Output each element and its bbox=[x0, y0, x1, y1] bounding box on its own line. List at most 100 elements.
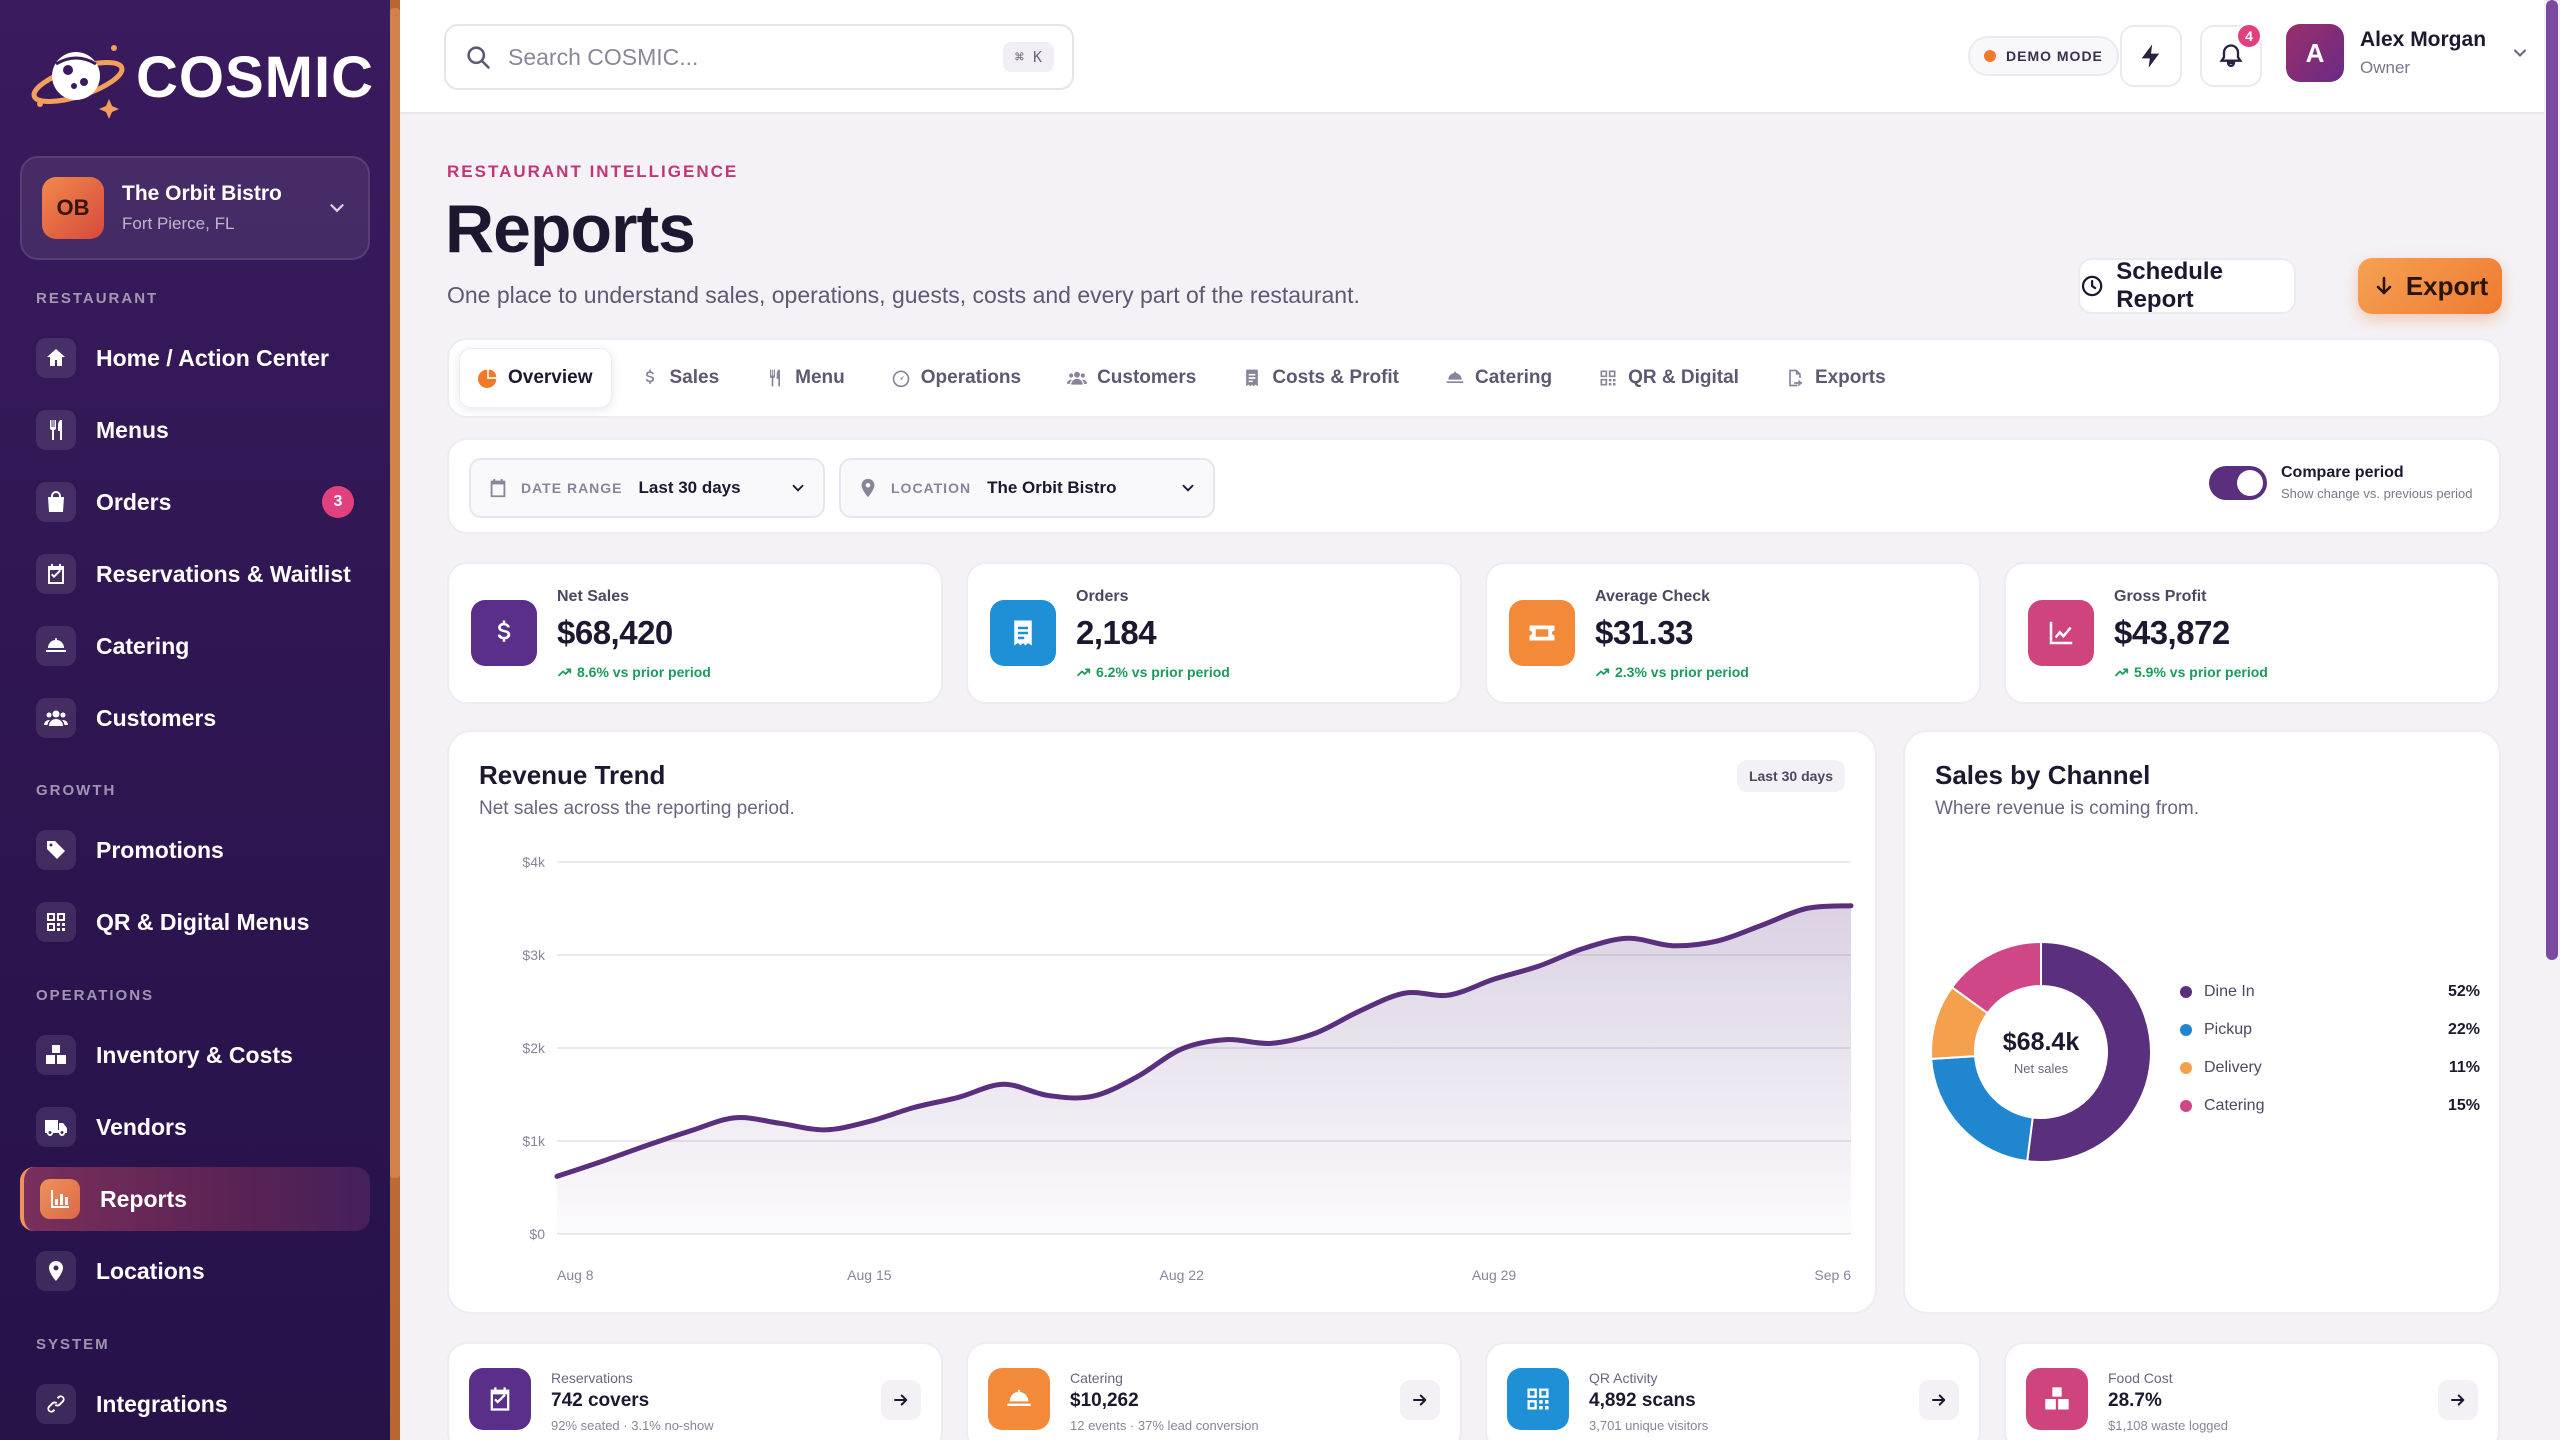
revenue-chart[interactable]: $0 $1k $2k $3k $4k Aug 8 Aug 15 Aug 22 Aug 29 Sep… bbox=[449, 732, 1879, 1316]
export-button[interactable]: Export bbox=[2358, 258, 2502, 314]
notifications-button[interactable]: 4 bbox=[2200, 23, 2262, 87]
revenue-point[interactable] bbox=[729, 1112, 741, 1124]
revenue-point[interactable] bbox=[640, 1140, 652, 1152]
search-box[interactable]: ⌘ K bbox=[444, 24, 1074, 90]
search-input[interactable] bbox=[508, 43, 1003, 71]
sidebar-item-catering[interactable]: Catering bbox=[20, 614, 370, 678]
summary-card-food-cost[interactable]: Food Cost 28.7% $1,108 waste logged bbox=[2004, 1342, 2500, 1440]
venue-location: Fort Pierce, FL bbox=[122, 214, 235, 233]
revenue-point[interactable] bbox=[1086, 1090, 1098, 1102]
legend-item[interactable]: Delivery 11% bbox=[2180, 1059, 2480, 1077]
revenue-point[interactable] bbox=[1131, 1071, 1143, 1083]
cloche-icon bbox=[988, 1368, 1050, 1430]
tab-qr-digital[interactable]: QR & Digital bbox=[1580, 348, 1757, 408]
tab-customers[interactable]: Customers bbox=[1049, 348, 1214, 408]
tab-menu[interactable]: Menu bbox=[747, 348, 863, 408]
revenue-point[interactable] bbox=[685, 1125, 697, 1137]
legend-item[interactable]: Dine In 52% bbox=[2180, 983, 2480, 1001]
sidebar-item-menus[interactable]: Menus bbox=[20, 398, 370, 462]
tab-sales[interactable]: Sales bbox=[622, 348, 738, 408]
tab-costs-profit[interactable]: Costs & Profit bbox=[1224, 348, 1417, 408]
brand-logo[interactable]: COSMIC bbox=[26, 34, 374, 120]
summary-label: Reservations bbox=[551, 1370, 633, 1386]
revenue-point[interactable] bbox=[1488, 973, 1500, 985]
revenue-point[interactable] bbox=[997, 1078, 1009, 1090]
kpi-card-average-check[interactable]: Average Check $31.33 2.3% vs prior perio… bbox=[1485, 562, 1981, 704]
revenue-point[interactable] bbox=[551, 1170, 563, 1182]
revenue-point[interactable] bbox=[1756, 919, 1768, 931]
open-button[interactable] bbox=[1919, 1380, 1959, 1420]
kpi-card-net-sales[interactable]: Net Sales $68,420 8.6% vs prior period bbox=[447, 562, 943, 704]
range-chip[interactable]: Last 30 days bbox=[1736, 760, 1845, 792]
revenue-point[interactable] bbox=[1800, 903, 1812, 915]
channel-donut-chart[interactable] bbox=[1929, 940, 2189, 1200]
donut-slice-catering[interactable] bbox=[1950, 940, 2042, 1015]
schedule-report-label: Schedule Report bbox=[2116, 258, 2223, 313]
revenue-point[interactable] bbox=[819, 1124, 831, 1136]
sidebar-item-orders[interactable]: Orders 3 bbox=[20, 470, 370, 534]
location-select[interactable]: LOCATION The Orbit Bistro bbox=[839, 458, 1215, 518]
summary-card-reservations[interactable]: Reservations 742 covers 92% seated · 3.1… bbox=[447, 1342, 943, 1440]
revenue-point[interactable] bbox=[1622, 932, 1634, 944]
legend-item[interactable]: Catering 15% bbox=[2180, 1097, 2480, 1115]
revenue-point[interactable] bbox=[1354, 1005, 1366, 1017]
revenue-point[interactable] bbox=[1533, 960, 1545, 972]
chevron-down-icon bbox=[2513, 49, 2527, 57]
revenue-point[interactable] bbox=[953, 1091, 965, 1103]
sidebar-item-home[interactable]: Home / Action Center bbox=[20, 326, 370, 390]
revenue-point[interactable] bbox=[1220, 1034, 1232, 1046]
revenue-point[interactable] bbox=[1176, 1043, 1188, 1055]
sidebar-item-inventory[interactable]: Inventory & Costs bbox=[20, 1023, 370, 1087]
summary-card-qr-activity[interactable]: QR Activity 4,892 scans 3,701 unique vis… bbox=[1485, 1342, 1981, 1440]
revenue-point[interactable] bbox=[908, 1102, 920, 1114]
compare-period-toggle[interactable] bbox=[2209, 465, 2267, 500]
revenue-point[interactable] bbox=[1042, 1089, 1054, 1101]
tab-label: Operations bbox=[920, 367, 1022, 388]
summary-card-catering[interactable]: Catering $10,262 12 events · 37% lead co… bbox=[966, 1342, 1462, 1440]
chart-bar-icon bbox=[40, 1179, 80, 1219]
schedule-report-button[interactable]: Schedule Report bbox=[2078, 258, 2296, 314]
sidebar-item-vendors[interactable]: Vendors bbox=[20, 1095, 370, 1159]
page-scrollbar[interactable] bbox=[2546, 0, 2558, 960]
revenue-point[interactable] bbox=[1845, 900, 1857, 912]
arrow-right-icon bbox=[2451, 1394, 2465, 1406]
sidebar-item-promotions[interactable]: Promotions bbox=[20, 818, 370, 882]
tab-catering[interactable]: Catering bbox=[1427, 348, 1570, 408]
open-button[interactable] bbox=[1400, 1380, 1440, 1420]
legend-label: Pickup bbox=[2204, 1021, 2253, 1038]
sidebar-item-qr-digital-menus[interactable]: QR & Digital Menus bbox=[20, 890, 370, 954]
kpi-card-orders[interactable]: Orders 2,184 6.2% vs prior period bbox=[966, 562, 1462, 704]
bag-icon bbox=[36, 482, 76, 522]
sidebar-item-reservations[interactable]: Reservations & Waitlist bbox=[20, 542, 370, 606]
sidebar-item-customers[interactable]: Customers bbox=[20, 686, 370, 750]
revenue-point[interactable] bbox=[1711, 935, 1723, 947]
revenue-point[interactable] bbox=[1310, 1027, 1322, 1039]
tab-operations[interactable]: Operations bbox=[873, 348, 1039, 408]
revenue-point[interactable] bbox=[1443, 989, 1455, 1001]
location-label: LOCATION bbox=[891, 480, 972, 496]
tab-overview[interactable]: Overview bbox=[459, 348, 612, 408]
revenue-point[interactable] bbox=[1399, 987, 1411, 999]
donut-slice-dine-in[interactable] bbox=[2026, 940, 2152, 1163]
sidebar-item-reports[interactable]: Reports bbox=[20, 1167, 370, 1231]
revenue-point[interactable] bbox=[1577, 942, 1589, 954]
revenue-point[interactable] bbox=[774, 1117, 786, 1129]
revenue-point[interactable] bbox=[1265, 1037, 1277, 1049]
sidebar-item-locations[interactable]: Locations bbox=[20, 1239, 370, 1303]
sidebar-scrollbar[interactable] bbox=[390, 8, 400, 1178]
kpi-delta: 8.6% vs prior period bbox=[557, 664, 711, 680]
legend-item[interactable]: Pickup 22% bbox=[2180, 1021, 2480, 1039]
sidebar-item-integrations[interactable]: Integrations bbox=[20, 1372, 370, 1436]
venue-switcher[interactable]: OB The Orbit Bistro Fort Pierce, FL bbox=[20, 156, 370, 260]
revenue-point[interactable] bbox=[1667, 940, 1679, 952]
tab-exports[interactable]: Exports bbox=[1767, 348, 1904, 408]
revenue-point[interactable] bbox=[863, 1115, 875, 1127]
revenue-line[interactable] bbox=[554, 903, 1854, 1179]
revenue-point[interactable] bbox=[596, 1155, 608, 1167]
open-button[interactable] bbox=[2438, 1380, 2478, 1420]
open-button[interactable] bbox=[881, 1380, 921, 1420]
quick-actions-button[interactable] bbox=[2120, 25, 2182, 87]
user-menu[interactable]: A Alex Morgan Owner bbox=[2286, 24, 2530, 82]
date-range-select[interactable]: DATE RANGE Last 30 days bbox=[469, 458, 825, 518]
kpi-card-gross-profit[interactable]: Gross Profit $43,872 5.9% vs prior perio… bbox=[2004, 562, 2500, 704]
